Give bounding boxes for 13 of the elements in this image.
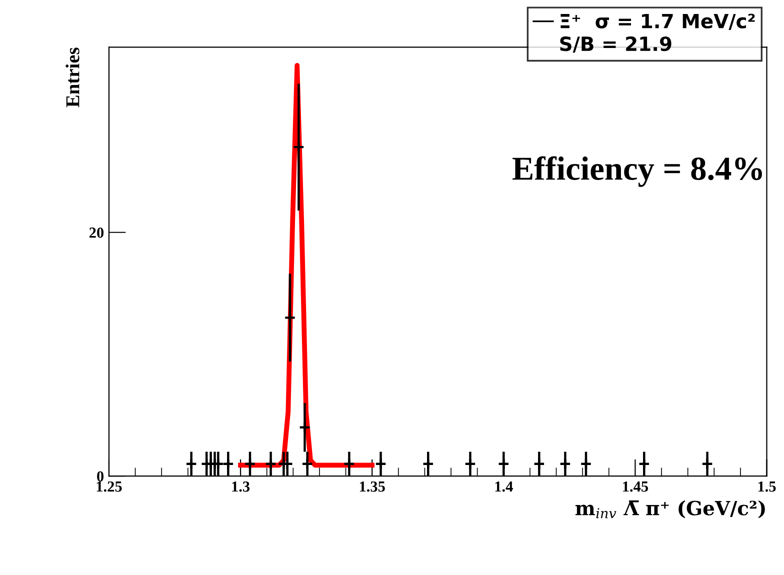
y-tick-label: 20 [89, 228, 104, 238]
x-tick-label: 1.25 [96, 481, 122, 492]
x-tick-label: 1.3 [232, 481, 250, 492]
y-axis-title: Entries [66, 48, 80, 108]
annotation: Efficiency = 8.4% [512, 156, 762, 187]
x-tick-label: 1.4 [495, 481, 513, 492]
annotation: S/B = 21.9 [560, 36, 672, 53]
x-tick-label: 1.45 [623, 481, 648, 492]
x-tick-label: 1.35 [360, 481, 385, 492]
legend-label: Ξ⁺ σ = 1.7 MeV/c² [560, 14, 755, 30]
y-tick-label: 0 [97, 471, 104, 482]
x-tick-label: 1.5 [758, 481, 776, 492]
x-axis-title: m$_{inv}$ Λ̅ π⁺ (GeV/c²) [576, 500, 765, 518]
